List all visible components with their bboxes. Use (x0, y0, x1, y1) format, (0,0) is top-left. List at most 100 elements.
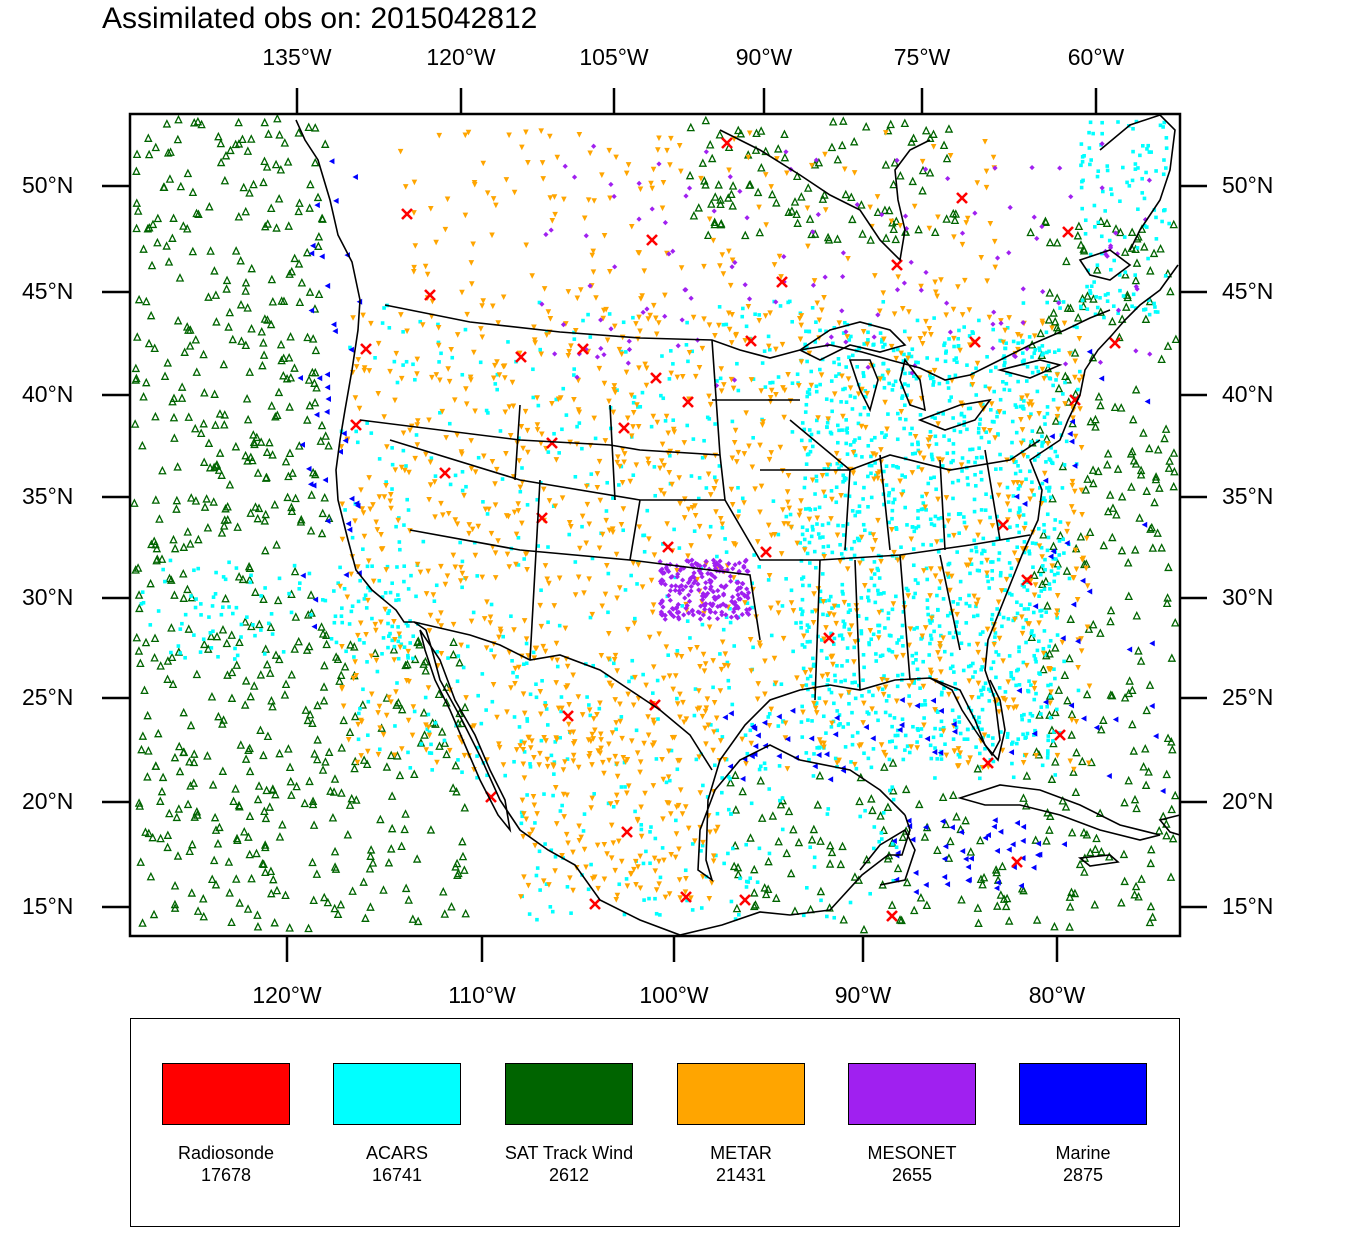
sat-track-wind-point (160, 371, 170, 380)
acars-point (818, 328, 822, 333)
acars-point (1046, 752, 1050, 756)
acars-point (800, 609, 805, 614)
sat-track-wind-point (340, 661, 350, 671)
acars-point (804, 329, 808, 334)
acars-point (841, 592, 845, 596)
metar-point (446, 378, 453, 385)
sat-track-wind-point (247, 873, 256, 883)
sat-track-wind-point (883, 802, 893, 811)
acars-point (868, 531, 873, 536)
acars-point (677, 546, 682, 550)
metar-point (984, 557, 990, 564)
acars-point (520, 466, 524, 470)
acars-point (297, 586, 302, 591)
sat-track-wind-point (199, 457, 209, 466)
mesonet-point (734, 615, 741, 621)
acars-point (617, 882, 622, 887)
metar-point (581, 215, 588, 222)
metar-point (572, 592, 579, 598)
metar-point (776, 253, 783, 260)
acars-point (1038, 572, 1043, 577)
acars-point (842, 625, 847, 629)
metar-point (696, 523, 703, 530)
acars-point (536, 403, 541, 408)
acars-point (1039, 589, 1044, 593)
acars-point (836, 604, 841, 608)
acars-point (1140, 176, 1144, 181)
sat-track-wind-point (1051, 643, 1060, 652)
mesonet-point (697, 616, 704, 622)
acars-point (528, 762, 532, 766)
metar-point (928, 332, 934, 338)
metar-point (578, 834, 584, 841)
metar-point (671, 429, 678, 435)
metar-point (427, 459, 434, 466)
acars-point (974, 604, 978, 609)
acars-point (1164, 166, 1168, 170)
acars-point (948, 611, 953, 615)
sat-track-wind-point (322, 630, 331, 639)
sat-track-wind-point (213, 839, 223, 848)
metar-point (520, 833, 526, 840)
metar-point (771, 655, 778, 662)
metar-point (804, 205, 811, 212)
acars-point (835, 461, 840, 466)
metar-point (492, 362, 498, 369)
metar-point (982, 138, 988, 145)
acars-point (480, 672, 485, 676)
sat-track-wind-point (705, 139, 715, 149)
metar-point (716, 322, 722, 329)
acars-point (974, 393, 979, 397)
mesonet-point (601, 352, 607, 358)
metar-point (491, 654, 497, 661)
acars-point (1041, 646, 1046, 651)
acars-point (1054, 378, 1058, 382)
acars-point (744, 885, 749, 889)
sat-track-wind-point (308, 796, 318, 805)
acars-point (1154, 237, 1159, 241)
mesonet-point (663, 565, 669, 571)
metar-point (475, 523, 482, 530)
acars-point (1011, 775, 1016, 780)
acars-point (1029, 440, 1033, 444)
acars-point (1049, 569, 1054, 573)
metar-point (531, 337, 538, 343)
acars-point (916, 509, 920, 513)
sat-track-wind-point (1091, 422, 1100, 431)
metar-point (442, 581, 449, 588)
acars-point (464, 484, 468, 489)
acars-point (352, 655, 356, 659)
metar-point (816, 317, 823, 324)
sat-track-wind-point (343, 830, 353, 839)
metar-point (546, 882, 552, 888)
acars-point (736, 485, 740, 490)
marine-point (319, 253, 325, 260)
acars-point (814, 479, 819, 483)
metar-point (774, 156, 780, 162)
metar-point (570, 849, 576, 856)
acars-point (812, 855, 817, 860)
sat-track-wind-point (220, 420, 229, 429)
metar-point (587, 751, 593, 757)
metar-point (486, 506, 492, 513)
acars-point (944, 351, 948, 355)
acars-point (813, 492, 817, 496)
metar-point (520, 445, 526, 452)
acars-point (552, 772, 556, 776)
acars-point (251, 623, 255, 627)
sat-track-wind-point (284, 744, 293, 753)
sat-track-wind-point (929, 129, 938, 138)
metar-point (696, 364, 703, 371)
metar-point (556, 575, 563, 582)
metar-point (454, 332, 461, 338)
sat-track-wind-point (152, 543, 162, 553)
acars-point (984, 642, 989, 647)
sat-track-wind-point (294, 206, 303, 216)
mesonet-point (673, 583, 679, 589)
sat-track-wind-point (1049, 308, 1058, 317)
sat-track-wind-point (182, 322, 192, 331)
sat-track-wind-point (731, 770, 740, 779)
sat-track-wind-point (312, 869, 322, 878)
mesonet-point (691, 580, 697, 586)
metar-point (703, 705, 710, 712)
